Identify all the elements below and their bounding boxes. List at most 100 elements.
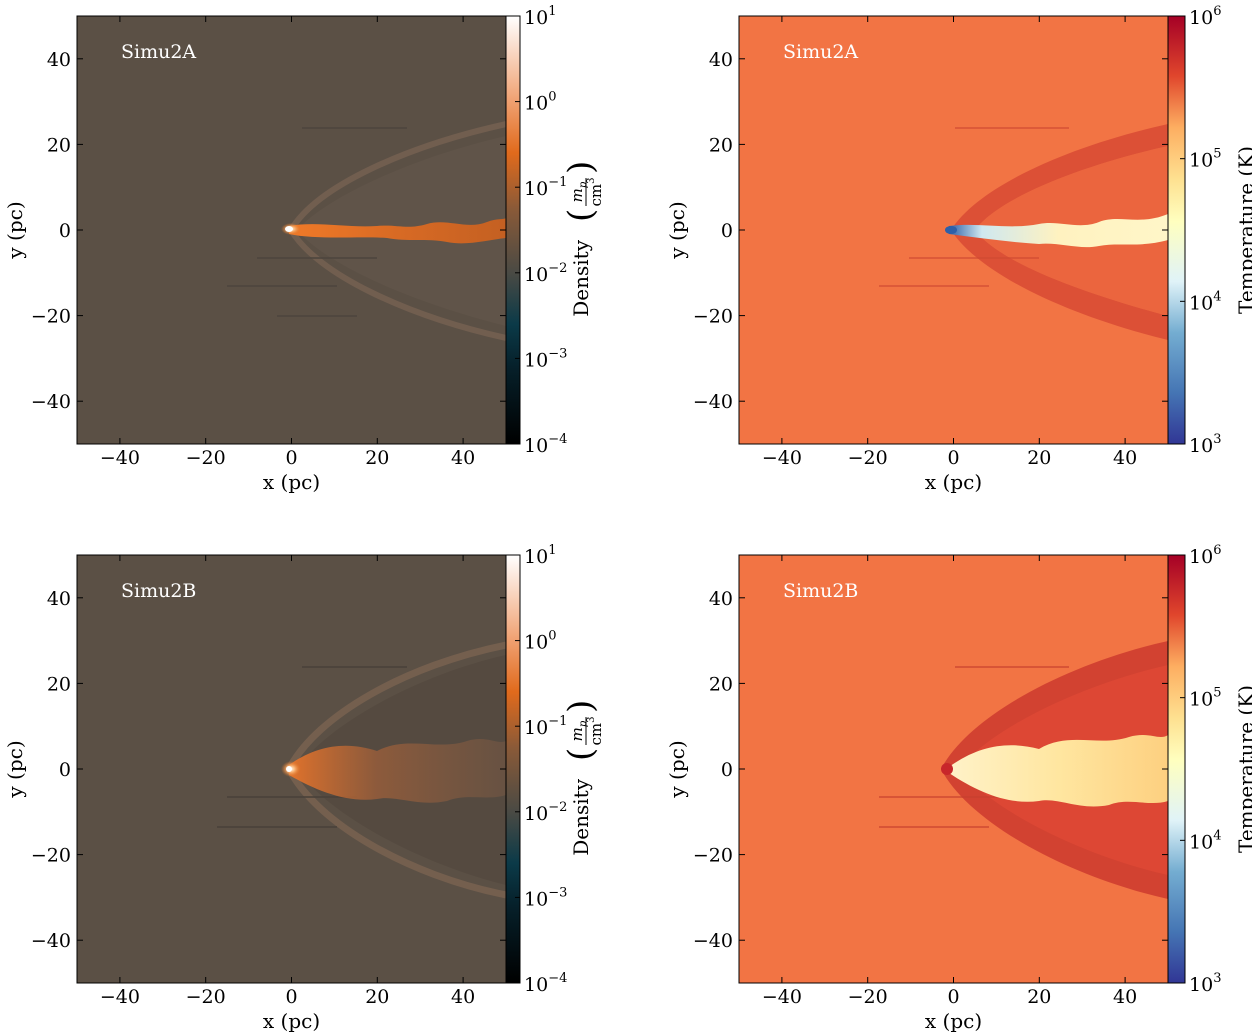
axes-3: −40 −20 0 20 40 −40 −20 0 20 40 x (pc) y (pc) 10−4 10…	[3, 543, 605, 1033]
colorbar-tick-label: 103	[1189, 432, 1221, 457]
colorbar-label-text: Density	[569, 778, 593, 855]
panel-simu2a-temperature: Simu2A	[738, 15, 1169, 445]
y-tick-label: 20	[709, 673, 733, 695]
x-tick-label: 0	[947, 986, 959, 1008]
x-tick-label: 40	[451, 447, 475, 469]
y-tick-label: −20	[693, 845, 733, 867]
x-tick-label: 40	[1113, 447, 1137, 469]
hot-jet	[949, 735, 1168, 807]
colorbar	[1167, 554, 1186, 984]
colorbar-label-text: Density	[569, 239, 593, 316]
x-axis-label: x (pc)	[925, 1009, 982, 1033]
y-axis-label: y (pc)	[665, 740, 689, 798]
colorbar	[1167, 15, 1186, 445]
colorbar-tick-label: 103	[1189, 971, 1221, 996]
colorbar-label: Temperature (K)	[1234, 146, 1252, 314]
density-jet	[289, 739, 506, 803]
colorbar-label-text: Temperature (K)	[1234, 685, 1252, 853]
x-tick-label: 20	[365, 447, 389, 469]
colorbar-label: Temperature (K)	[1234, 685, 1252, 853]
colorbar-label-text: Temperature (K)	[1234, 146, 1252, 314]
x-tick-label: −40	[762, 447, 802, 469]
y-tick-label: 40	[47, 588, 71, 610]
y-tick-label: −20	[693, 306, 733, 328]
panel-simu2b-temperature: Simu2B	[738, 554, 1169, 984]
x-tick-label: 20	[1027, 986, 1051, 1008]
colorbar-tick-label: 100	[524, 629, 556, 654]
y-tick-label: −40	[693, 930, 733, 952]
y-tick-label: 40	[47, 49, 71, 71]
shock-region	[951, 124, 1168, 340]
simulation-label: Simu2B	[121, 580, 196, 602]
colorbar-tick-label: 101	[524, 4, 556, 29]
x-tick-label: 0	[285, 986, 297, 1008]
axes-2: −40 −20 0 20 40 −40 −20 0 20 40 x (pc) y (pc) 103 104…	[665, 4, 1252, 494]
x-tick-label: 20	[365, 986, 389, 1008]
colorbar-tick-label: 101	[524, 543, 556, 568]
colorbar-tick-label: 10−3	[524, 885, 567, 910]
y-tick-label: −40	[693, 391, 733, 413]
unit-paren-right: )	[561, 700, 601, 713]
colorbar-tick-label: 106	[1189, 4, 1221, 29]
unit-denominator: cm3	[586, 717, 605, 746]
colorbar	[505, 15, 521, 445]
unit-paren-left: (	[561, 209, 601, 222]
axes-layer: −40 −20 0 20 40 −40 −20 0 20 40 x (pc) y (pc) 10−4 10…	[3, 4, 1252, 1033]
y-tick-label: 40	[709, 588, 733, 610]
x-axis-label: x (pc)	[925, 470, 982, 494]
simulation-label: Simu2A	[121, 41, 196, 63]
colorbar-tick-label: 10−1	[524, 175, 567, 200]
colorbar-tick-label: 104	[1189, 828, 1221, 853]
x-tick-label: 20	[1027, 447, 1051, 469]
x-tick-label: 40	[1113, 986, 1137, 1008]
density-jet	[289, 218, 506, 244]
y-tick-label: 20	[47, 673, 71, 695]
simulation-label: Simu2A	[783, 41, 858, 63]
colorbar-tick-label: 104	[1189, 289, 1221, 314]
x-tick-label: −40	[100, 447, 140, 469]
hot-jet	[949, 214, 1168, 248]
colorbar-tick-label: 10−3	[524, 346, 567, 371]
y-tick-label: 0	[59, 759, 71, 781]
x-tick-label: −20	[848, 986, 888, 1008]
y-tick-label: 0	[721, 759, 733, 781]
y-tick-label: −20	[31, 306, 71, 328]
unit-paren-right: )	[561, 161, 601, 174]
x-tick-label: 40	[451, 986, 475, 1008]
axes-4: −40 −20 0 20 40 −40 −20 0 20 40 x (pc) y (pc) 103 104…	[665, 543, 1252, 1033]
y-tick-label: −40	[31, 391, 71, 413]
y-axis-label: y (pc)	[3, 740, 27, 798]
unit-paren-left: (	[561, 748, 601, 761]
colorbar-tick-label: 10−2	[524, 800, 567, 825]
colorbar-tick-label: 105	[1189, 147, 1221, 172]
simulation-label: Simu2B	[783, 580, 858, 602]
x-tick-label: 0	[947, 447, 959, 469]
x-tick-label: −20	[186, 986, 226, 1008]
colorbar	[505, 554, 521, 984]
colorbar-tick-label: 100	[524, 90, 556, 115]
colorbar-tick-label: 10−2	[524, 261, 567, 286]
colorbar-tick-label: 10−4	[524, 432, 567, 457]
colorbar-tick-label: 106	[1189, 543, 1221, 568]
panel-simu2b-density: Simu2B	[76, 554, 507, 984]
x-axis-label: x (pc)	[263, 470, 320, 494]
y-tick-label: −20	[31, 845, 71, 867]
x-axis-label: x (pc)	[263, 1009, 320, 1033]
y-tick-label: 40	[709, 49, 733, 71]
y-tick-label: 0	[721, 220, 733, 242]
x-tick-label: −20	[848, 447, 888, 469]
unit-denominator: cm3	[586, 178, 605, 207]
y-tick-label: −40	[31, 930, 71, 952]
colorbar-tick-label: 10−1	[524, 714, 567, 739]
y-tick-label: 20	[47, 134, 71, 156]
y-axis-label: y (pc)	[665, 201, 689, 259]
y-axis-label: y (pc)	[3, 201, 27, 259]
y-tick-label: 20	[709, 134, 733, 156]
y-tick-label: 0	[59, 220, 71, 242]
x-tick-label: −40	[100, 986, 140, 1008]
x-tick-label: −20	[186, 447, 226, 469]
panel-simu2a-density: Simu2A	[76, 15, 507, 445]
